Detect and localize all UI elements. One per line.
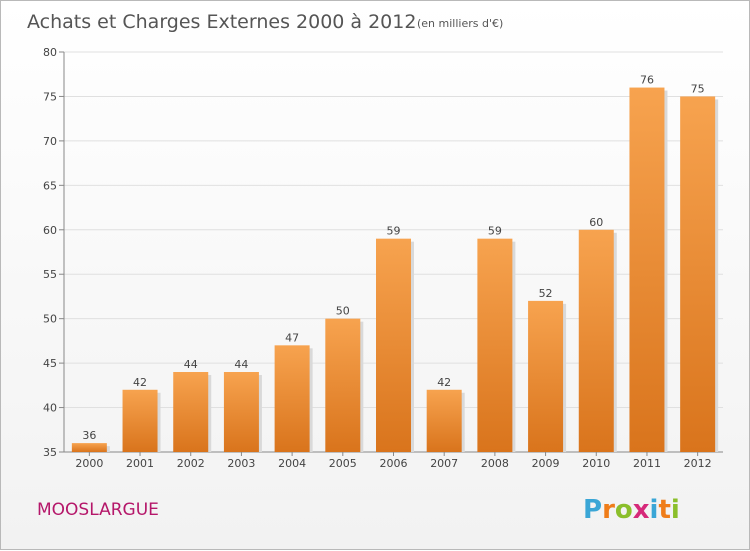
data-label: 50 <box>336 305 350 318</box>
proxiti-logo: Proxiti <box>583 495 680 525</box>
y-tick-label: 45 <box>43 357 57 370</box>
x-tick-label: 2006 <box>380 457 408 470</box>
data-label: 44 <box>234 358 248 371</box>
x-tick-label: 2000 <box>75 457 103 470</box>
data-label: 44 <box>184 358 198 371</box>
x-tick-label: 2007 <box>430 457 458 470</box>
data-label: 76 <box>640 74 654 87</box>
y-tick-label: 50 <box>43 313 57 326</box>
logo-letter: r <box>602 495 615 525</box>
bar <box>122 389 158 452</box>
bar <box>223 372 259 452</box>
y-tick-label: 60 <box>43 224 57 237</box>
commune-name: MOOSLARGUE <box>37 500 159 520</box>
data-label: 60 <box>589 216 603 229</box>
y-tick-label: 55 <box>43 268 57 281</box>
bar <box>71 443 107 452</box>
x-tick-label: 2003 <box>227 457 255 470</box>
data-label: 42 <box>133 376 147 389</box>
bar <box>325 318 361 452</box>
logo-letter: i <box>671 495 680 525</box>
x-tick-label: 2002 <box>177 457 205 470</box>
logo-letter: o <box>615 495 633 525</box>
bar <box>376 238 411 452</box>
bar <box>629 87 665 453</box>
y-tick-label: 75 <box>43 90 57 103</box>
bar <box>274 345 310 452</box>
logo-letter: P <box>583 495 602 525</box>
y-tick-label: 35 <box>43 446 57 459</box>
bar <box>426 389 462 452</box>
data-label: 59 <box>488 225 502 238</box>
bar <box>578 229 614 452</box>
data-label: 47 <box>285 331 299 344</box>
data-label: 52 <box>539 287 553 300</box>
x-tick-label: 2010 <box>582 457 610 470</box>
x-tick-label: 2001 <box>126 457 154 470</box>
bar <box>528 300 564 452</box>
logo-letter: t <box>658 495 670 525</box>
chart-title: Achats et Charges Externes 2000 à 2012 <box>27 11 416 33</box>
x-tick-label: 2004 <box>278 457 306 470</box>
data-label: 59 <box>387 225 401 238</box>
x-tick-label: 2011 <box>633 457 661 470</box>
chart-subtitle: (en milliers d'€) <box>417 17 503 30</box>
y-tick-label: 80 <box>43 46 57 59</box>
bar <box>477 238 513 452</box>
x-tick-label: 2009 <box>532 457 560 470</box>
logo-letter: x <box>633 495 650 525</box>
x-tick-label: 2008 <box>481 457 509 470</box>
x-tick-label: 2005 <box>329 457 357 470</box>
data-label: 42 <box>437 376 451 389</box>
logo-letter: i <box>650 495 659 525</box>
y-tick-label: 70 <box>43 135 57 148</box>
y-tick-label: 40 <box>43 402 57 415</box>
y-tick-label: 65 <box>43 179 57 192</box>
data-label: 36 <box>82 429 96 442</box>
bar <box>173 372 209 452</box>
x-tick-label: 2012 <box>684 457 712 470</box>
data-label: 75 <box>691 82 705 95</box>
bar <box>680 96 716 452</box>
